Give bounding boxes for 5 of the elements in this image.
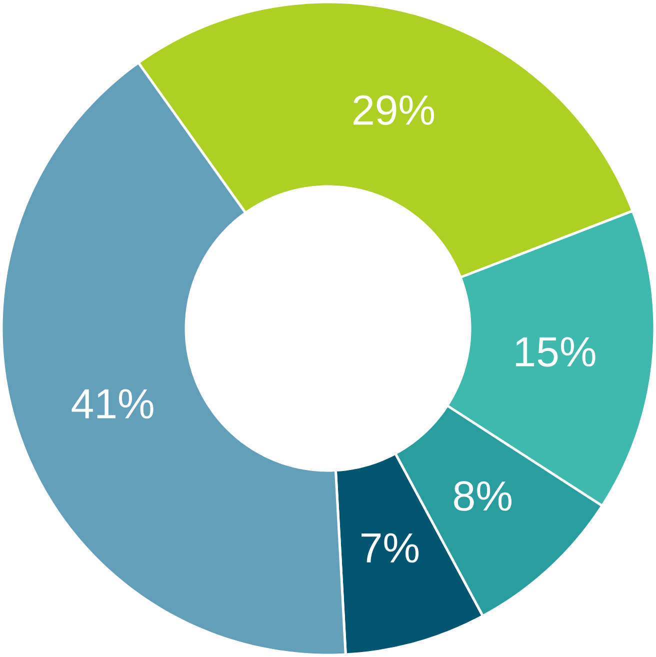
data-label: 29% [354,95,434,125]
data-label: 8% [454,481,512,511]
data-label: 15% [516,337,596,367]
data-label: 7% [362,533,419,563]
data-label: 41% [72,389,154,419]
